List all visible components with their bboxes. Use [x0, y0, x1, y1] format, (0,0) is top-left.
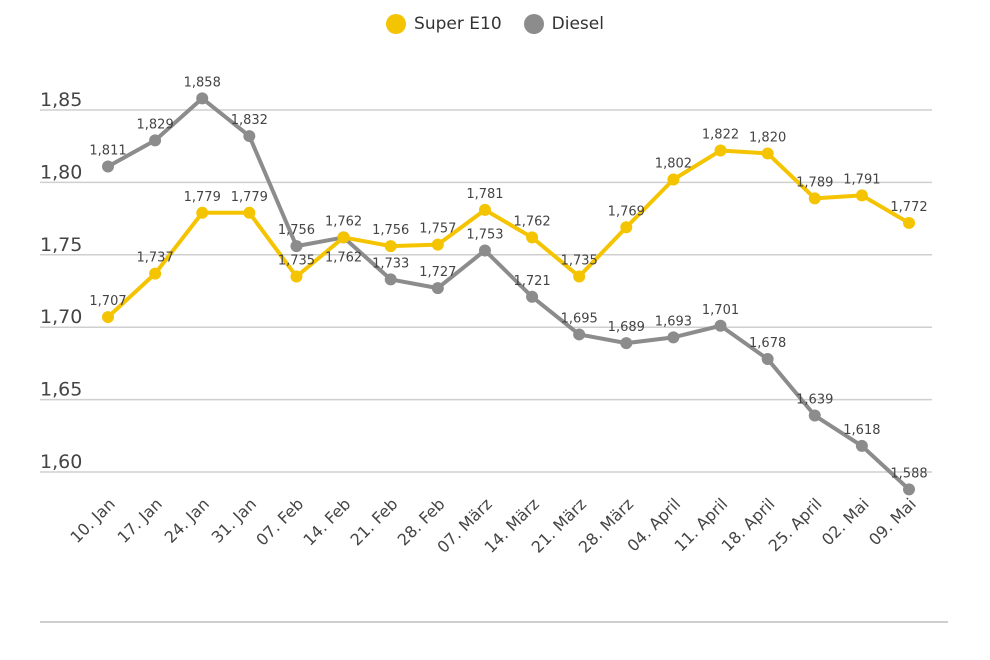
data-label-super-e10: 1,762 — [513, 214, 550, 229]
data-point-diesel — [478, 244, 491, 257]
data-point-diesel — [431, 282, 444, 295]
legend-marker-super-e10 — [386, 14, 407, 34]
data-point-diesel — [102, 160, 114, 173]
data-point-super-e10 — [102, 311, 114, 324]
x-tick-label: 02. Mai — [818, 494, 873, 549]
data-point-super-e10 — [149, 267, 162, 280]
data-label-super-e10: 1,769 — [608, 204, 645, 219]
data-point-super-e10 — [855, 189, 868, 202]
data-point-diesel — [526, 290, 539, 303]
data-label-super-e10: 1,820 — [749, 130, 786, 145]
data-point-super-e10 — [243, 206, 256, 219]
data-label-diesel: 1,753 — [466, 227, 503, 242]
data-label-diesel: 1,756 — [278, 223, 315, 238]
data-label-diesel: 1,829 — [137, 117, 174, 132]
data-point-diesel — [714, 319, 727, 332]
data-label-diesel: 1,762 — [325, 214, 362, 229]
data-label-diesel: 1,727 — [419, 265, 456, 280]
data-point-super-e10 — [714, 144, 727, 157]
y-tick-label: 1,75 — [40, 234, 82, 256]
x-tick-label: 10. Jan — [66, 494, 118, 546]
data-label-diesel: 1,588 — [890, 466, 927, 481]
data-label-diesel: 1,689 — [608, 320, 645, 335]
y-tick-label: 1,65 — [40, 379, 82, 401]
data-label-super-e10: 1,772 — [890, 200, 927, 215]
x-tick-label: 24. Jan — [161, 494, 213, 546]
data-point-super-e10 — [290, 270, 303, 283]
legend-label-super-e10: Super E10 — [414, 14, 502, 34]
x-tick-label: 21. Feb — [346, 494, 401, 549]
y-tick-label: 1,85 — [40, 89, 82, 111]
data-label-diesel: 1,639 — [796, 393, 833, 408]
legend-marker-diesel — [523, 14, 544, 34]
y-tick-label: 1,70 — [40, 306, 82, 328]
y-tick-label: 1,80 — [40, 161, 82, 183]
data-label-diesel: 1,618 — [843, 423, 880, 438]
data-label-super-e10: 1,789 — [796, 175, 833, 190]
data-point-super-e10 — [761, 147, 774, 160]
data-label-super-e10: 1,781 — [466, 187, 503, 202]
data-point-super-e10 — [808, 192, 821, 205]
data-label-super-e10: 1,779 — [231, 190, 268, 205]
data-point-diesel — [620, 337, 633, 350]
data-label-super-e10: 1,756 — [372, 223, 409, 238]
data-label-super-e10: 1,757 — [419, 222, 456, 237]
legend-item-super-e10[interactable]: Super E10 — [386, 14, 502, 34]
data-point-diesel — [903, 483, 915, 496]
data-label-diesel: 1,678 — [749, 336, 786, 351]
data-point-diesel — [290, 240, 303, 253]
data-label-super-e10: 1,735 — [278, 254, 315, 269]
data-point-super-e10 — [478, 203, 491, 216]
data-point-diesel — [667, 331, 680, 344]
data-point-super-e10 — [903, 216, 915, 229]
data-point-diesel — [855, 439, 868, 452]
data-point-super-e10 — [337, 231, 350, 244]
data-label-diesel: 1,701 — [702, 303, 739, 318]
data-label-super-e10: 1,737 — [137, 251, 174, 266]
data-label-super-e10: 1,762 — [325, 250, 362, 265]
data-point-diesel — [243, 130, 256, 143]
series-line-diesel — [107, 96, 911, 491]
data-label-super-e10: 1,735 — [561, 254, 598, 269]
data-point-diesel — [196, 92, 209, 105]
data-point-super-e10 — [620, 221, 633, 234]
data-label-diesel: 1,858 — [184, 75, 221, 90]
data-label-super-e10: 1,802 — [655, 157, 692, 172]
data-point-super-e10 — [573, 270, 586, 283]
data-point-diesel — [573, 328, 586, 341]
data-label-diesel: 1,832 — [231, 113, 268, 128]
y-tick-label: 1,60 — [40, 451, 82, 473]
data-point-super-e10 — [384, 240, 397, 253]
data-point-diesel — [149, 134, 162, 147]
legend-item-diesel[interactable]: Diesel — [523, 14, 604, 34]
data-label-diesel: 1,695 — [561, 311, 598, 326]
data-label-super-e10: 1,791 — [843, 172, 880, 187]
x-tick-label: 09. Mai — [865, 494, 920, 549]
series-line-super-e10 — [106, 148, 911, 319]
data-point-super-e10 — [526, 231, 539, 244]
data-point-diesel — [761, 353, 774, 366]
x-tick-label: 14. Feb — [299, 494, 354, 549]
data-label-diesel: 1,733 — [372, 256, 409, 271]
data-point-diesel — [808, 409, 821, 422]
data-point-super-e10 — [431, 238, 444, 251]
legend-label-diesel: Diesel — [551, 14, 604, 34]
data-point-super-e10 — [667, 173, 680, 186]
data-label-super-e10: 1,707 — [89, 294, 126, 309]
data-label-diesel: 1,693 — [655, 314, 692, 329]
x-tick-label: 07. Feb — [252, 494, 307, 549]
x-tick-label: 31. Jan — [208, 494, 260, 546]
data-label-diesel: 1,811 — [89, 143, 126, 158]
data-label-super-e10: 1,822 — [702, 128, 739, 143]
x-tick-label: 17. Jan — [113, 494, 165, 546]
legend: Super E10 Diesel — [0, 14, 990, 34]
data-label-super-e10: 1,779 — [184, 190, 221, 205]
data-point-super-e10 — [196, 206, 209, 219]
data-point-diesel — [384, 273, 397, 286]
data-label-diesel: 1,721 — [513, 274, 550, 289]
